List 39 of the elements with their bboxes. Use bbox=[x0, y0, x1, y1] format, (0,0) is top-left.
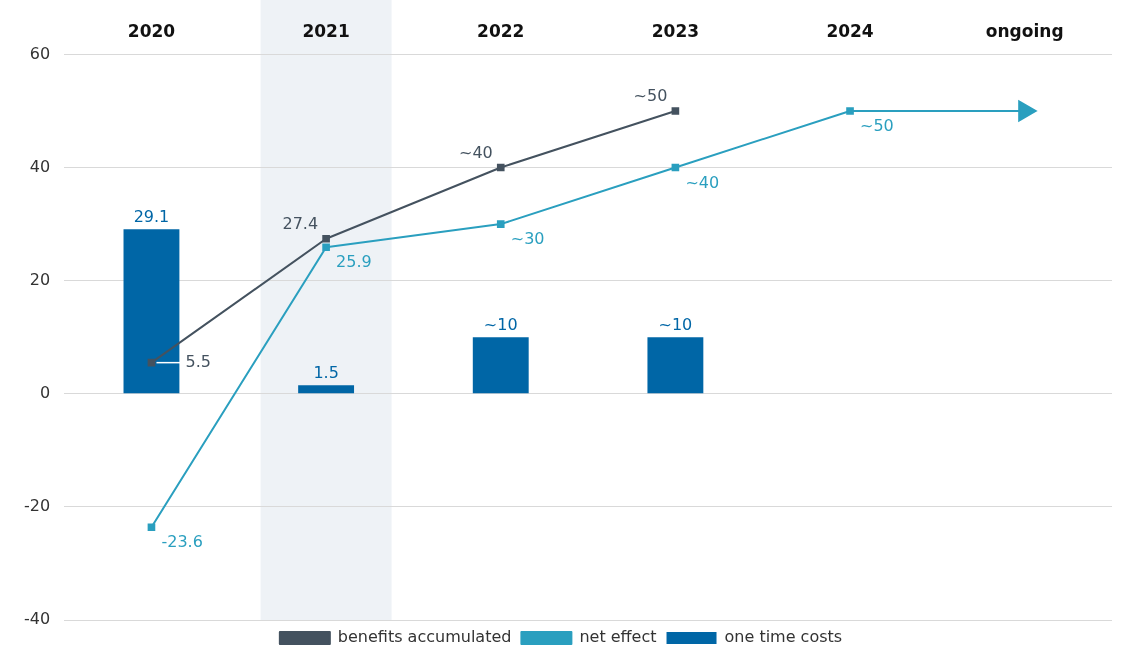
y-tick-label: 40 bbox=[29, 156, 51, 176]
bar bbox=[647, 337, 704, 394]
point bbox=[671, 107, 680, 115]
point bbox=[496, 163, 505, 172]
data-label: ~10 bbox=[658, 315, 693, 335]
data-label: ~50 bbox=[633, 86, 668, 106]
data-label: 25.9 bbox=[336, 252, 372, 272]
data-label: -23.6 bbox=[161, 532, 203, 552]
data-label: ~40 bbox=[685, 172, 720, 192]
x-tick-label: 2021 bbox=[302, 20, 350, 41]
data-label: 27.4 bbox=[282, 213, 319, 233]
x-tick-label: 2023 bbox=[651, 20, 700, 41]
point bbox=[322, 243, 330, 252]
point bbox=[322, 234, 330, 243]
point bbox=[846, 107, 854, 115]
data-label: 5.5 bbox=[185, 351, 211, 371]
legend-label: net effect bbox=[579, 627, 657, 647]
data-label: ~50 bbox=[860, 116, 894, 136]
x-tick-label: 2020 bbox=[127, 20, 176, 41]
y-tick-label: 20 bbox=[29, 269, 51, 289]
bar bbox=[123, 229, 180, 394]
x-tick-label: ongoing bbox=[985, 20, 1064, 41]
x-tick-label: 2024 bbox=[826, 20, 874, 41]
data-label: 29.1 bbox=[133, 207, 170, 227]
bar bbox=[472, 337, 529, 394]
point bbox=[147, 523, 156, 532]
data-label: 1.5 bbox=[313, 363, 339, 383]
legend-label: one time costs bbox=[724, 627, 843, 647]
y-tick-label: -20 bbox=[23, 496, 51, 516]
y-tick-label: 60 bbox=[29, 43, 51, 63]
data-label: ~10 bbox=[483, 315, 518, 335]
bar bbox=[298, 385, 355, 394]
x-tick-label: 2022 bbox=[477, 20, 525, 41]
data-label: ~30 bbox=[510, 229, 545, 249]
y-tick-label: -40 bbox=[23, 609, 51, 629]
y-tick-label: 0 bbox=[39, 382, 51, 402]
legend-label: benefits accumulated bbox=[337, 627, 512, 647]
data-label: ~40 bbox=[458, 142, 493, 162]
point bbox=[496, 220, 505, 228]
